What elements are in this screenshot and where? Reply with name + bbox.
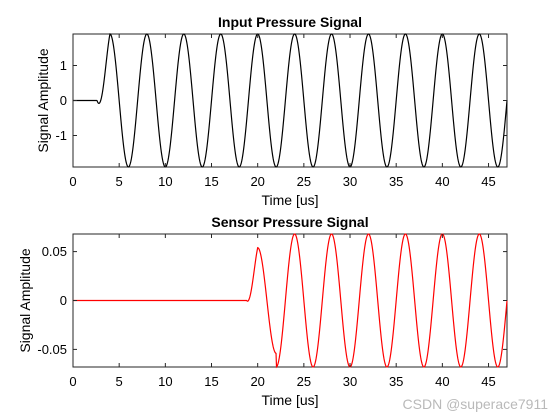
watermark-text: CSDN @superace7911: [402, 396, 548, 412]
x-tick-label: 10: [158, 374, 172, 389]
x-ticks: 0 5 10 15 20 25 30 35 40 45: [69, 234, 496, 389]
y-axis-label: Signal Amplitude: [17, 248, 33, 353]
sensor-pressure-axes: 0 5 10 15 20 25 30 35 40 45 -0.05 0 0.05 Sensor Pre…: [17, 214, 508, 408]
sensor-signal-line: [73, 233, 508, 369]
y-ticks: -0.05 0 0.05: [37, 244, 507, 357]
y-tick-label: 0: [60, 93, 67, 108]
x-ticks: 0 5 10 15 20 25 30 35 40 45: [69, 34, 496, 189]
y-ticks: -1 0 1: [55, 58, 507, 143]
x-tick-label: 15: [204, 174, 218, 189]
x-tick-label: 45: [481, 174, 495, 189]
x-axis-label: Time [us]: [261, 192, 318, 208]
x-tick-label: 25: [297, 374, 311, 389]
x-tick-label: 30: [343, 374, 357, 389]
x-tick-label: 45: [481, 374, 495, 389]
x-tick-label: 40: [435, 374, 449, 389]
chart-title: Sensor Pressure Signal: [211, 214, 368, 230]
input-pressure-axes: 0 5 10 15 20 25 30 35 40 45 -1 0 1 Input Pressure S…: [35, 14, 508, 208]
chart-title: Input Pressure Signal: [218, 14, 362, 30]
x-tick-label: 20: [250, 374, 264, 389]
y-tick-label: 0.05: [42, 244, 67, 259]
x-tick-label: 15: [204, 374, 218, 389]
y-tick-label: -1: [55, 128, 67, 143]
x-tick-label: 30: [343, 174, 357, 189]
y-axis-label: Signal Amplitude: [35, 48, 51, 153]
y-tick-label: -0.05: [37, 342, 67, 357]
x-tick-label: 5: [116, 174, 123, 189]
x-tick-label: 35: [389, 174, 403, 189]
x-axis-label: Time [us]: [261, 392, 318, 408]
x-tick-label: 0: [69, 174, 76, 189]
y-tick-label: 1: [60, 58, 67, 73]
x-tick-label: 25: [297, 174, 311, 189]
y-tick-label: 0: [60, 293, 67, 308]
x-tick-label: 20: [250, 174, 264, 189]
input-signal-line: [73, 33, 508, 168]
x-tick-label: 10: [158, 174, 172, 189]
x-tick-label: 35: [389, 374, 403, 389]
x-tick-label: 5: [116, 374, 123, 389]
x-tick-label: 40: [435, 174, 449, 189]
x-tick-label: 0: [69, 374, 76, 389]
